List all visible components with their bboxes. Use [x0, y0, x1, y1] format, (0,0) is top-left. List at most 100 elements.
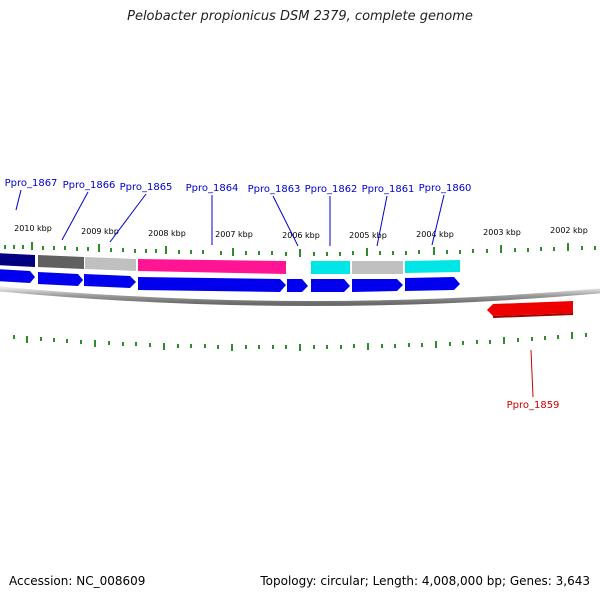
- major-tick: [299, 249, 301, 257]
- minor-tick: [145, 249, 147, 253]
- kbp-label: 2006 kbp: [282, 231, 320, 240]
- gene-label-ppro-1862[interactable]: Ppro_1862: [305, 184, 358, 195]
- minor-tick: [272, 345, 274, 349]
- gene-label-ppro-1860[interactable]: Ppro_1860: [419, 183, 472, 194]
- minor-tick: [87, 247, 89, 251]
- cds-forward-arrow[interactable]: [352, 279, 403, 292]
- cds-forward-arrow[interactable]: [405, 277, 460, 291]
- minor-tick: [149, 343, 151, 347]
- minor-tick: [581, 246, 583, 250]
- cog-segment[interactable]: [352, 261, 403, 274]
- upper-tick-row: [4, 242, 596, 257]
- minor-tick: [40, 337, 42, 341]
- minor-tick: [392, 251, 394, 255]
- minor-tick: [326, 252, 328, 256]
- minor-tick: [313, 252, 315, 256]
- cog-segment[interactable]: [0, 253, 35, 267]
- minor-tick: [204, 344, 206, 348]
- minor-tick: [285, 345, 287, 349]
- minor-tick: [531, 337, 533, 341]
- minor-tick: [245, 251, 247, 255]
- minor-tick: [190, 344, 192, 348]
- minor-tick: [313, 345, 315, 349]
- major-tick: [163, 343, 165, 350]
- minor-tick: [110, 248, 112, 252]
- minor-tick: [258, 345, 260, 349]
- major-tick: [94, 340, 96, 347]
- minor-tick: [177, 344, 179, 348]
- minor-tick: [13, 245, 15, 249]
- cds-forward-arrow[interactable]: [38, 272, 83, 286]
- cog-segment[interactable]: [138, 259, 286, 274]
- gene-label-ppro-1863[interactable]: Ppro_1863: [248, 184, 301, 195]
- minor-tick: [446, 250, 448, 254]
- minor-tick: [557, 335, 559, 339]
- major-tick: [571, 332, 573, 339]
- leader-line: [530, 349, 534, 398]
- minor-tick: [421, 343, 423, 347]
- major-tick: [232, 248, 234, 256]
- leader-line: [431, 194, 445, 246]
- gene-label-ppro-1865[interactable]: Ppro_1865: [120, 182, 173, 193]
- minor-tick: [66, 339, 68, 343]
- minor-tick: [517, 338, 519, 342]
- kbp-scale-labels: 2010 kbp 2009 kbp 2008 kbp 2007 kbp 2006…: [14, 224, 588, 240]
- cog-segment[interactable]: [85, 257, 136, 271]
- minor-tick: [489, 340, 491, 344]
- minor-tick: [190, 250, 192, 254]
- major-tick: [366, 248, 368, 256]
- minor-tick: [134, 249, 136, 253]
- minor-tick: [540, 247, 542, 251]
- leader-line: [376, 195, 388, 247]
- cog-segment[interactable]: [38, 255, 84, 269]
- gene-label-ppro-1864[interactable]: Ppro_1864: [186, 183, 239, 194]
- genome-title: Pelobacter propionicus DSM 2379, complet…: [127, 9, 473, 24]
- minor-tick: [4, 245, 6, 249]
- minor-tick: [449, 342, 451, 346]
- major-tick: [231, 344, 233, 351]
- major-tick: [98, 244, 100, 252]
- reverse-cds-track: [487, 301, 573, 318]
- gene-label-ppro-1867[interactable]: Ppro_1867: [5, 178, 58, 189]
- minor-tick: [408, 343, 410, 347]
- kbp-label: 2008 kbp: [148, 229, 186, 238]
- cog-category-track: [0, 253, 460, 274]
- gene-label-ppro-1861[interactable]: Ppro_1861: [362, 184, 415, 195]
- minor-tick: [202, 250, 204, 254]
- lower-tick-row: [13, 332, 587, 351]
- minor-tick: [13, 335, 15, 339]
- minor-tick: [462, 341, 464, 345]
- minor-tick: [22, 245, 24, 249]
- gene-label-ppro-1859[interactable]: Ppro_1859: [507, 400, 560, 411]
- cds-forward-arrow[interactable]: [311, 279, 350, 292]
- major-tick: [433, 247, 435, 255]
- cds-forward-arrow[interactable]: [84, 274, 136, 288]
- minor-tick: [53, 338, 55, 342]
- genome-summary-label: Topology: circular; Length: 4,008,000 bp…: [260, 574, 590, 588]
- minor-tick: [76, 247, 78, 251]
- leader-line: [61, 191, 89, 241]
- major-tick: [31, 242, 33, 250]
- gene-label-ppro-1866[interactable]: Ppro_1866: [63, 180, 116, 191]
- minor-tick: [245, 345, 247, 349]
- minor-tick: [326, 345, 328, 349]
- cds-forward-arrow[interactable]: [138, 277, 286, 292]
- minor-tick: [53, 246, 55, 250]
- minor-tick: [155, 249, 157, 253]
- minor-tick: [405, 251, 407, 255]
- cog-segment[interactable]: [311, 261, 350, 274]
- minor-tick: [80, 340, 82, 344]
- minor-tick: [553, 247, 555, 251]
- kbp-label: 2007 kbp: [215, 230, 253, 239]
- cog-segment[interactable]: [405, 260, 460, 273]
- cds-reverse-arrow-shade: [493, 313, 573, 318]
- cds-forward-arrow[interactable]: [287, 279, 308, 292]
- minor-tick: [459, 250, 461, 254]
- minor-tick: [271, 251, 273, 255]
- minor-tick: [122, 248, 124, 252]
- cds-reverse-arrow[interactable]: [487, 301, 573, 316]
- cds-forward-arrow[interactable]: [0, 269, 35, 283]
- minor-tick: [514, 248, 516, 252]
- minor-tick: [476, 340, 478, 344]
- major-tick: [567, 243, 569, 251]
